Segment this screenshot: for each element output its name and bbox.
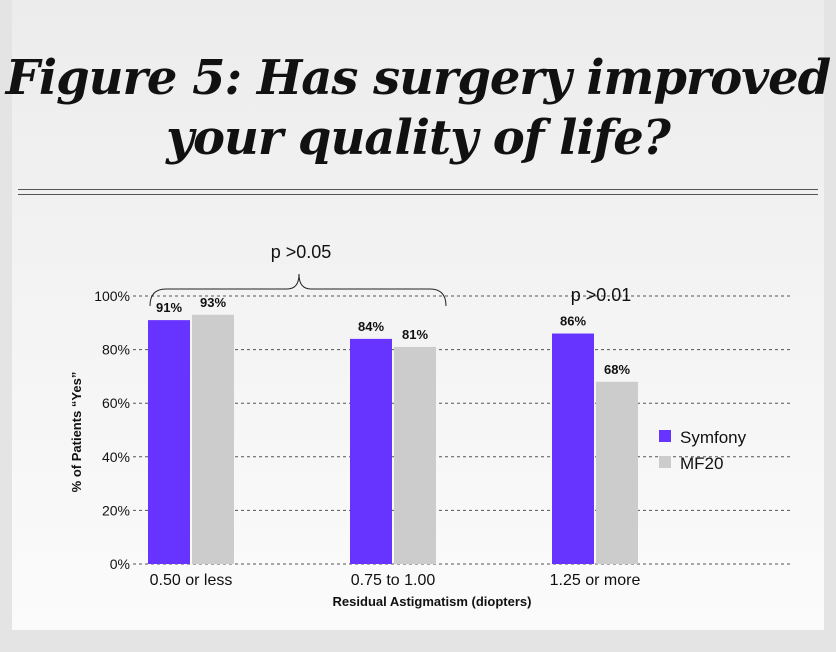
- bar-symfony: [350, 338, 392, 564]
- legend-label-mf20: MF20: [680, 454, 723, 473]
- y-tick-label: 80%: [102, 342, 130, 358]
- title-line-2: your quality of life?: [166, 110, 671, 166]
- bar-symfony: [148, 320, 190, 564]
- bar-mf20: [394, 346, 436, 564]
- bar-value-label: 84%: [358, 319, 384, 334]
- bar-value-label: 86%: [560, 314, 586, 329]
- annotation-p-005: p >0.05: [271, 242, 332, 262]
- legend-swatch-symfony: [659, 430, 671, 442]
- x-tick-label: 0.50 or less: [150, 572, 233, 589]
- y-tick-label: 100%: [94, 288, 130, 304]
- legend-label-symfony: Symfony: [680, 428, 747, 447]
- y-tick-label: 0%: [110, 556, 130, 572]
- y-tick-label: 60%: [102, 395, 130, 411]
- x-axis-label: Residual Astigmatism (diopters): [333, 594, 532, 609]
- significance-bracket: [149, 273, 447, 307]
- y-axis-label: % of Patients “Yes”: [69, 372, 84, 493]
- bar-mf20: [192, 314, 234, 564]
- legend-swatch-mf20: [659, 456, 671, 468]
- bar-value-label: 81%: [402, 327, 428, 342]
- y-tick-label: 20%: [102, 502, 130, 518]
- legend: Symfony MF20: [659, 428, 747, 473]
- bar-mf20: [596, 381, 638, 564]
- annotation-p-001: p >0.01: [571, 285, 632, 305]
- bar-value-label: 91%: [156, 300, 182, 315]
- bar-symfony: [552, 333, 594, 564]
- bar-value-label: 68%: [604, 362, 630, 377]
- chart-title: Figure 5: Has surgery improved your qual…: [0, 48, 836, 168]
- x-tick-label: 1.25 or more: [550, 572, 641, 589]
- bar-value-label: 93%: [200, 295, 226, 310]
- y-tick-label: 40%: [102, 449, 130, 465]
- title-rule-bottom: [18, 194, 818, 195]
- title-rule-top: [18, 189, 818, 190]
- x-tick-label: 0.75 to 1.00: [351, 572, 436, 589]
- title-line-1: Figure 5: Has surgery improved: [5, 50, 831, 106]
